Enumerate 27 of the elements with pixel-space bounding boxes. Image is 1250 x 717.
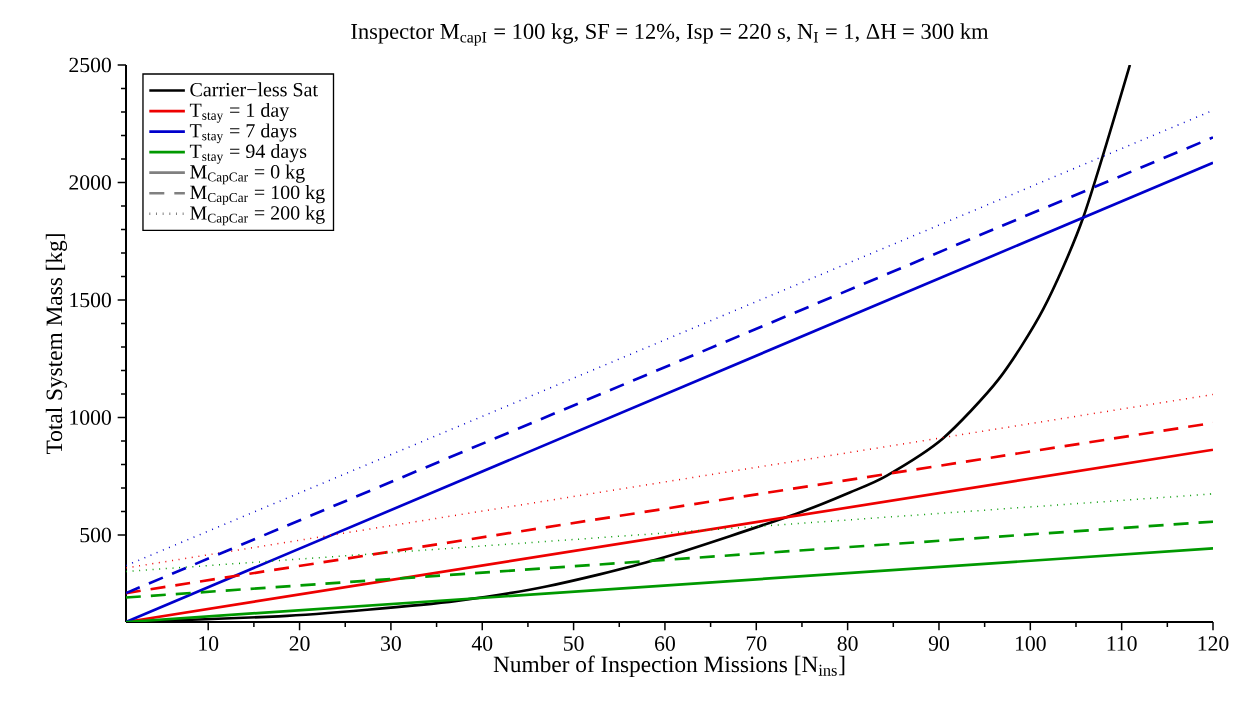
x-tick-label: 20 xyxy=(289,636,310,651)
x-tick-label: 120 xyxy=(1198,636,1229,651)
legend-label: M$_{CapCar}$ = 200 kg xyxy=(190,205,325,226)
legend-label: M$_{CapCar}$ = 100 kg xyxy=(190,185,325,205)
chart-title: Inspector M$_{capI}$ = 100 kg, SF = 12%, Isp = 220 s, N$_{I}$ = 1, ΔH = 300 km xyxy=(351,23,989,46)
x-tick-label: 110 xyxy=(1107,636,1137,651)
x-tick-label: 80 xyxy=(837,636,858,651)
x-tick-label: 70 xyxy=(746,636,767,651)
y-tick-label: 1500 xyxy=(70,292,111,308)
y-axis-title: Total System Mass [kg] xyxy=(45,234,68,455)
y-tick-label: 2000 xyxy=(69,175,111,190)
y-tick-label: 1000 xyxy=(70,410,111,425)
x-tick-label: 30 xyxy=(381,636,401,651)
legend-label: T$_{stay}$ = 7 days xyxy=(189,123,297,144)
x-tick-label: 100 xyxy=(1015,636,1046,651)
x-tick-label: 10 xyxy=(199,636,219,651)
x-axis-title: Number of Inspection Missions [N$_{ins}$] xyxy=(493,655,845,677)
legend-label: M$_{CapCar}$ = 0 kg xyxy=(190,164,305,185)
legend-label: T$_{stay}$ = 94 days xyxy=(189,143,307,164)
legend-label: Carrier−less Sat xyxy=(190,82,318,97)
x-tick-label: 90 xyxy=(928,636,949,651)
x-tick-label: 40 xyxy=(471,636,493,651)
x-tick-label: 50 xyxy=(564,636,584,651)
legend-label: T$_{stay}$ = 1 day xyxy=(189,102,290,123)
y-tick-label: 2500 xyxy=(69,57,111,73)
x-tick-label: 60 xyxy=(655,636,675,651)
y-tick-label: 500 xyxy=(80,527,111,543)
